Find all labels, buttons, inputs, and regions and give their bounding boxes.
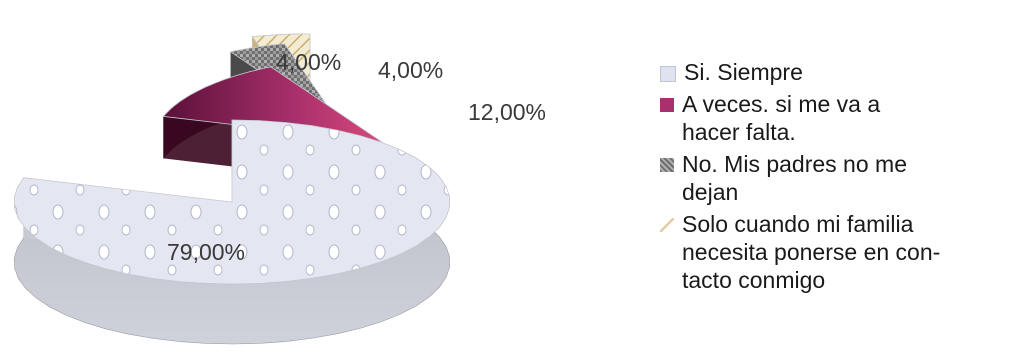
legend-item-no-mis-padres: No. Mis padres no me dejan [660,150,1010,206]
legend-item-a-veces: A veces. si me va a hacer falta. [660,90,1010,146]
legend: Si. Siempre A veces. si me va a hacer fa… [660,58,1010,298]
legend-label-si-siempre: Si. Siempre [684,59,803,85]
legend-item-si-siempre: Si. Siempre [660,58,1010,86]
legend-item-solo-cuando: Solo cuando mi familia necesita ponerse … [660,210,1010,294]
pie-slice-si-siempre [13,119,451,345]
pie-slice-top-si-siempre [13,119,451,285]
data-label-si-siempre: 79,00% [167,239,245,265]
data-label-a-veces: 12,00% [468,99,546,125]
pie-chart-svg: 79,00% 12,00% 4,00% 4,00% [13,33,546,345]
legend-swatch-a-veces [660,98,674,112]
legend-swatch-no-mis-padres [660,158,674,172]
legend-label-no-mis-padres: No. Mis padres no me dejan [682,151,907,205]
legend-label-a-veces: A veces. si me va a hacer falta. [682,91,881,145]
data-label-no-mis-padres: 4,00% [378,57,443,83]
pie-chart: 79,00% 12,00% 4,00% 4,00% [13,33,546,345]
data-label-solo-cuando: 4,00% [276,49,341,75]
legend-swatch-si-siempre [660,66,676,82]
legend-swatch-solo-cuando [660,218,674,232]
legend-label-solo-cuando: Solo cuando mi familia necesita ponerse … [682,211,941,293]
pie-slice-top-a-veces [162,66,383,143]
